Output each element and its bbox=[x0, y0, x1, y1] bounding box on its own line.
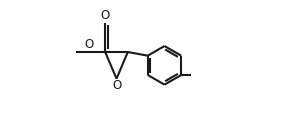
Text: O: O bbox=[85, 38, 94, 51]
Text: O: O bbox=[112, 79, 121, 92]
Text: O: O bbox=[101, 9, 110, 22]
